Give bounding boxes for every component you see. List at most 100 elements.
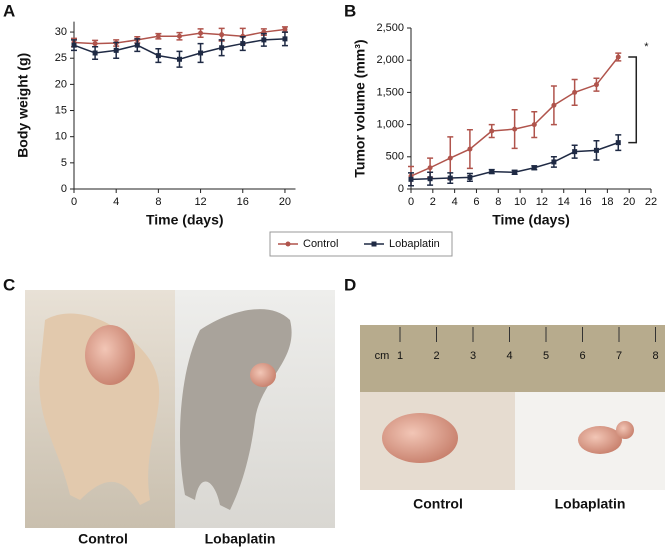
y-axis-label: Tumor volume (mm³) [352,39,368,177]
tumor [382,413,458,463]
marker [240,41,246,47]
marker [572,89,578,95]
marker [615,54,621,60]
y-axis-label: Body weight (g) [15,53,31,158]
marker [447,175,453,181]
marker [71,42,77,48]
marker [489,169,495,175]
panel-label: B [344,1,356,20]
marker [282,36,288,42]
marker [176,56,182,62]
x-tick-label: 20 [279,196,291,208]
marker [512,126,518,132]
marker [572,149,578,155]
x-tick-label: 10 [514,196,526,208]
marker [219,45,225,51]
y-tick-label: 10 [55,131,67,143]
marker [427,165,433,171]
marker [198,30,204,36]
marker [408,176,414,182]
x-tick-label: 16 [237,196,249,208]
tumor [250,363,276,387]
photo-label: Lobaplatin [205,531,276,547]
marker [198,50,204,56]
marker [155,53,161,59]
y-tick-label: 500 [386,151,404,163]
x-tick-label: 8 [155,196,161,208]
photo-label: Control [413,496,463,512]
marker [92,50,98,56]
tumor [85,325,135,385]
annotation: * [644,41,649,53]
marker [113,47,119,53]
marker [531,165,537,171]
x-tick-label: 14 [558,196,570,208]
x-tick-label: 0 [71,196,77,208]
marker [467,146,473,152]
y-tick-label: 1,000 [376,119,404,131]
x-tick-label: 4 [113,196,119,208]
x-tick-label: 12 [536,196,548,208]
marker [467,174,473,180]
marker [282,26,288,32]
bracket [628,56,638,144]
y-tick-label: 1,500 [376,86,404,98]
ruler-mark: 5 [543,350,549,362]
marker [134,42,140,48]
marker [92,41,98,47]
x-axis-label: Time (days) [492,212,570,228]
marker [427,176,433,182]
x-tick-label: 20 [623,196,635,208]
y-tick-label: 15 [55,104,67,116]
legend-marker [285,241,291,247]
labels: A B C D Control Lobaplatin Control Lobap… [3,1,625,546]
mouse [180,309,292,510]
y-tick-label: 2,000 [376,54,404,66]
x-axis-label: Time (days) [146,212,224,228]
legend-marker [371,241,377,247]
x-tick-label: 4 [452,196,458,208]
marker [155,33,161,39]
x-tick-label: 6 [473,196,479,208]
marker [489,128,495,134]
ruler-mark: 3 [470,350,476,362]
marker [593,147,599,153]
marker [512,169,518,175]
marker [447,155,453,161]
ruler-mark: 1 [397,350,403,362]
x-tick-label: 16 [579,196,591,208]
y-tick-label: 5 [61,157,67,169]
x-tick-label: 0 [408,196,414,208]
y-tick-label: 25 [55,52,67,64]
ruler-mark: 2 [433,350,439,362]
panel-label: D [344,275,356,294]
tumor [616,421,634,439]
marker [615,140,621,146]
marker [261,37,267,43]
panel-label: A [3,1,15,20]
ruler-mark: 6 [579,350,585,362]
marker [176,33,182,39]
legend-box [269,231,453,257]
ruler-unit: cm [375,350,390,362]
y-tick-label: 0 [398,183,404,195]
y-tick-label: 0 [61,183,67,195]
ruler [360,325,665,392]
ruler-mark: 4 [506,350,512,362]
photo-label: Control [78,531,128,547]
ruler-mark: 8 [652,350,658,362]
x-tick-label: 12 [194,196,206,208]
tumor [578,426,622,454]
marker [593,82,599,88]
legend-label: Control [303,238,338,250]
y-tick-label: 20 [55,78,67,90]
marker [551,102,557,108]
marker [219,32,225,38]
panel-label: C [3,275,15,294]
x-tick-label: 18 [601,196,613,208]
x-tick-label: 2 [430,196,436,208]
marker [531,122,537,128]
marker [551,159,557,165]
photo-label: Lobaplatin [555,496,626,512]
